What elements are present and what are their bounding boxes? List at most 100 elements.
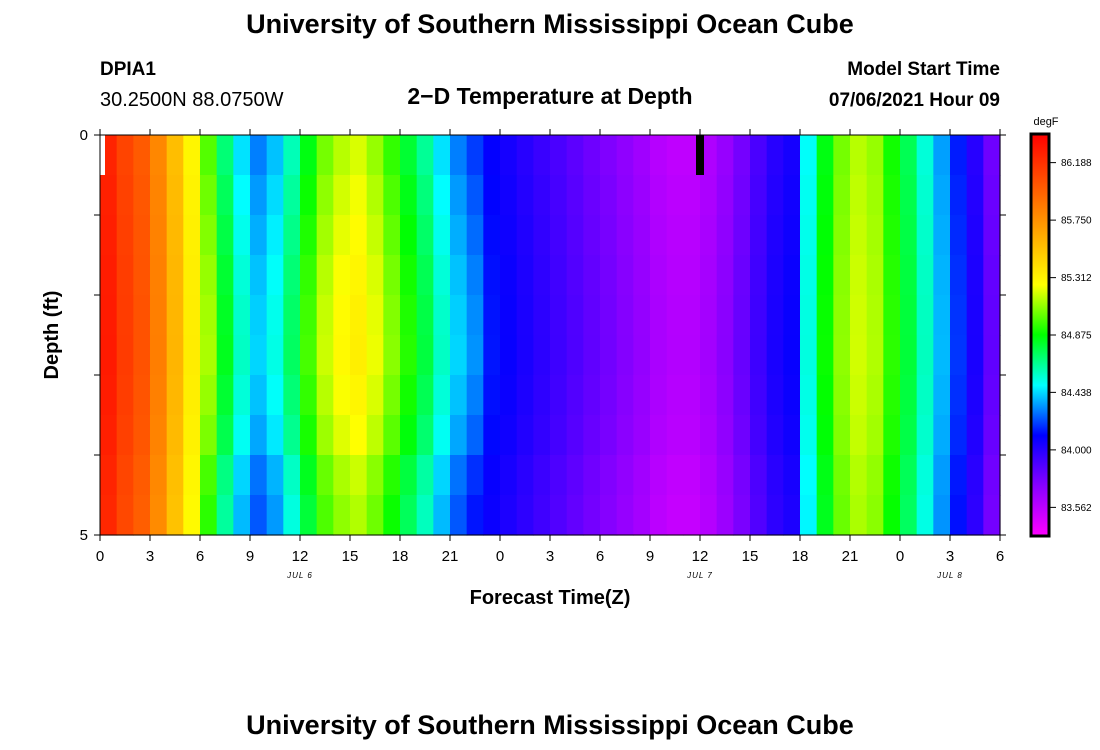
heatmap-cell [916, 175, 934, 216]
heatmap-cell [150, 375, 168, 416]
heatmap-cell [500, 295, 518, 336]
heatmap-cell [183, 455, 201, 496]
heatmap-cell [466, 175, 484, 216]
heatmap-cell [316, 335, 334, 376]
heatmap-cell [183, 415, 201, 456]
heatmap-cell [433, 455, 451, 496]
heatmap-cell [266, 135, 284, 176]
heatmap-cell [683, 175, 701, 216]
heatmap-cell [716, 415, 734, 456]
heatmap-cell [550, 135, 568, 176]
heatmap-cell [966, 455, 984, 496]
heatmap-cell [866, 255, 884, 296]
heatmap-cell [650, 175, 668, 216]
heatmap-cell [900, 295, 918, 336]
heatmap-cell [483, 215, 501, 256]
heatmap-cell [500, 455, 518, 496]
heatmap-cell [550, 175, 568, 216]
heatmap-cell [133, 295, 151, 336]
heatmap-cell [800, 495, 818, 536]
heatmap-cell [616, 135, 634, 176]
colorbar-tick-label: 83.562 [1061, 503, 1092, 514]
heatmap-cell [650, 455, 668, 496]
heatmap-cell [933, 215, 951, 256]
heatmap-cell [333, 255, 351, 296]
heatmap-cell [466, 415, 484, 456]
temperature-depth-chart: DPIA1 30.2500N 88.0750W 2−D Temperature … [41, 59, 1092, 609]
heatmap-cell [216, 255, 234, 296]
heatmap-cell [733, 455, 751, 496]
heatmap-cell [933, 295, 951, 336]
heatmap-cell [133, 335, 151, 376]
heatmap-cell [433, 415, 451, 456]
heatmap-cell [483, 455, 501, 496]
heatmap-cell [816, 415, 834, 456]
heatmap-cell [683, 215, 701, 256]
heatmap-cell [766, 455, 784, 496]
heatmap-cell [333, 215, 351, 256]
heatmap-cell [416, 455, 434, 496]
heatmap-cell [933, 255, 951, 296]
heatmap-cell [166, 335, 184, 376]
x-tick-label: 15 [342, 548, 359, 565]
colorbar-tick-label: 86.188 [1061, 158, 1092, 169]
y-axis-label: Depth (ft) [41, 291, 63, 380]
heatmap-cell [383, 215, 401, 256]
heatmap-cell [700, 175, 718, 216]
heatmap-cell [433, 215, 451, 256]
heatmap-cell [416, 335, 434, 376]
heatmap-cell [883, 175, 901, 216]
heatmap-cell [266, 175, 284, 216]
heatmap-cell [100, 455, 118, 496]
heatmap-cell [400, 215, 418, 256]
heatmap-cell [266, 255, 284, 296]
heatmap-cell [283, 375, 301, 416]
heatmap-cell [316, 375, 334, 416]
heatmap-cell [766, 255, 784, 296]
station-coordinates: 30.2500N 88.0750W [100, 89, 284, 111]
heatmap-cell [783, 295, 801, 336]
heatmap-cell [883, 255, 901, 296]
heatmap-cell [566, 455, 584, 496]
model-start-time: 07/06/2021 Hour 09 [829, 90, 1000, 111]
heatmap-cell [300, 215, 318, 256]
heatmap-cell [266, 215, 284, 256]
heatmap-cell [316, 295, 334, 336]
heatmap-cell [400, 455, 418, 496]
heatmap-cell [266, 495, 284, 536]
colorbar-tick-label: 85.750 [1061, 216, 1092, 227]
heatmap-cell [716, 495, 734, 536]
heatmap-cell [916, 295, 934, 336]
heatmap-cell [633, 255, 651, 296]
heatmap-cell [933, 495, 951, 536]
heatmap-cell [900, 375, 918, 416]
y-tick-label: 0 [80, 127, 88, 144]
heatmap-cell [600, 215, 618, 256]
heatmap-cell [483, 135, 501, 176]
heatmap-cell [900, 255, 918, 296]
heatmap-cell [933, 415, 951, 456]
heatmap-cell [216, 495, 234, 536]
heatmap-cell [983, 175, 1001, 216]
heatmap-cell [183, 495, 201, 536]
heatmap-cell [333, 495, 351, 536]
colorbar-scale [1029, 132, 1051, 538]
heatmap-cell [316, 175, 334, 216]
heatmap-cell [200, 335, 218, 376]
x-tick-label: 12 [292, 548, 309, 565]
x-date-label: JUL 8 [936, 571, 963, 580]
heatmap-cell [116, 335, 134, 376]
heatmap-cell [533, 495, 551, 536]
heatmap-cell [616, 215, 634, 256]
heatmap-cell [650, 495, 668, 536]
heatmap-cell [416, 415, 434, 456]
heatmap-cell [416, 175, 434, 216]
heatmap-cell [766, 415, 784, 456]
heatmap-cell [300, 495, 318, 536]
heatmap-cell [833, 215, 851, 256]
heatmap-cell [283, 255, 301, 296]
heatmap-cell [383, 455, 401, 496]
heatmap-cell [900, 135, 918, 176]
heatmap-cell [916, 335, 934, 376]
heatmap-cell [416, 375, 434, 416]
